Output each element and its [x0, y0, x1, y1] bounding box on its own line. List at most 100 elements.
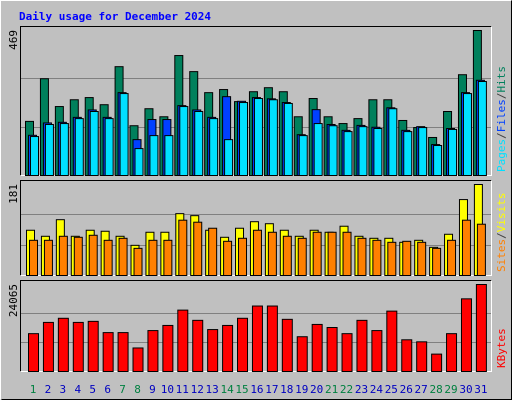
x-tick-label: 27	[415, 383, 428, 396]
bar	[194, 111, 204, 176]
panel-bevel	[20, 180, 492, 276]
bar	[208, 227, 218, 276]
bar	[29, 239, 38, 276]
bar	[476, 223, 486, 276]
x-tick-label: 20	[310, 383, 323, 396]
bar	[237, 317, 249, 372]
legend-entry: Files	[495, 99, 508, 132]
bar	[431, 353, 443, 372]
bar	[223, 240, 233, 276]
x-tick-label: 23	[355, 383, 368, 396]
bar	[342, 231, 352, 277]
chart-title: Daily usage for December 2024	[19, 10, 211, 23]
x-tick-label: 14	[220, 383, 234, 396]
x-tick-label: 26	[400, 383, 413, 396]
y-tick-label: 469	[7, 30, 20, 50]
bar	[402, 240, 412, 276]
bar	[267, 231, 277, 277]
bar	[164, 135, 174, 176]
bar	[207, 329, 219, 372]
bar	[251, 305, 263, 372]
x-tick-label: 21	[325, 383, 338, 396]
bar	[118, 237, 128, 276]
bar	[104, 118, 114, 176]
x-tick-label: 10	[161, 383, 174, 396]
legend-separator: /	[495, 93, 508, 100]
bar	[312, 231, 322, 277]
legend: KBytes	[495, 328, 508, 368]
bar	[372, 239, 382, 276]
x-tick-label: 4	[74, 383, 81, 396]
bar	[224, 139, 234, 176]
bar	[87, 320, 99, 372]
bar	[117, 332, 129, 372]
bar	[72, 321, 84, 372]
bar	[282, 235, 292, 276]
bar	[209, 118, 219, 176]
bar	[387, 241, 397, 276]
x-tick-label: 15	[235, 383, 248, 396]
x-tick-label: 19	[295, 383, 308, 396]
x-tick-label: 16	[250, 383, 263, 396]
bar	[477, 81, 487, 176]
bar	[283, 102, 293, 176]
legend: Pages/Files/Hits	[495, 66, 508, 172]
legend: Sites/Visits	[495, 193, 508, 273]
x-tick-label: 30	[459, 383, 472, 396]
x-tick-label: 6	[104, 383, 111, 396]
bar	[328, 125, 338, 176]
bar	[193, 221, 203, 276]
legend-separator: /	[495, 232, 508, 239]
bar	[162, 324, 174, 372]
bar	[89, 111, 99, 176]
bar	[401, 339, 413, 372]
bar	[149, 135, 159, 176]
x-tick-label: 28	[429, 383, 442, 396]
bar	[59, 123, 69, 176]
y-tick-label: 181	[7, 184, 20, 204]
bar	[341, 333, 353, 373]
x-tick-label: 17	[265, 383, 278, 396]
panel-bevel	[20, 280, 492, 372]
bar	[163, 239, 173, 276]
bar	[297, 237, 307, 276]
bar	[371, 330, 383, 372]
bar	[28, 333, 39, 373]
x-tick-label: 31	[474, 383, 487, 396]
legend-entry: Visits	[495, 193, 508, 233]
bar	[327, 231, 337, 277]
bar	[446, 333, 458, 373]
bar	[178, 219, 188, 277]
legend-separator: /	[495, 132, 508, 139]
bar	[43, 239, 53, 276]
legend-entry: Pages	[495, 139, 508, 172]
y-tick-label: 24065	[7, 284, 20, 317]
bar	[133, 247, 143, 277]
bar	[253, 98, 263, 176]
bar	[298, 135, 308, 176]
x-tick-label: 2	[45, 383, 52, 396]
x-tick-label: 3	[60, 383, 67, 396]
bar	[296, 336, 308, 372]
x-tick-label: 1	[30, 383, 37, 396]
legend-entry: KBytes	[495, 328, 508, 368]
x-tick-label: 12	[191, 383, 204, 396]
bar	[432, 247, 442, 277]
bar	[416, 341, 428, 372]
bar	[281, 318, 293, 373]
x-tick-label: 7	[119, 383, 126, 396]
bar	[460, 298, 472, 372]
bar	[433, 145, 443, 177]
legend-entry: Hits	[495, 66, 508, 93]
bar	[418, 127, 428, 176]
bar	[147, 330, 159, 372]
bar	[57, 317, 69, 372]
bar	[475, 284, 487, 372]
bar	[132, 347, 144, 373]
x-tick-label: 24	[370, 383, 384, 396]
bar	[179, 106, 189, 176]
bar	[148, 239, 158, 276]
bar	[447, 239, 457, 276]
